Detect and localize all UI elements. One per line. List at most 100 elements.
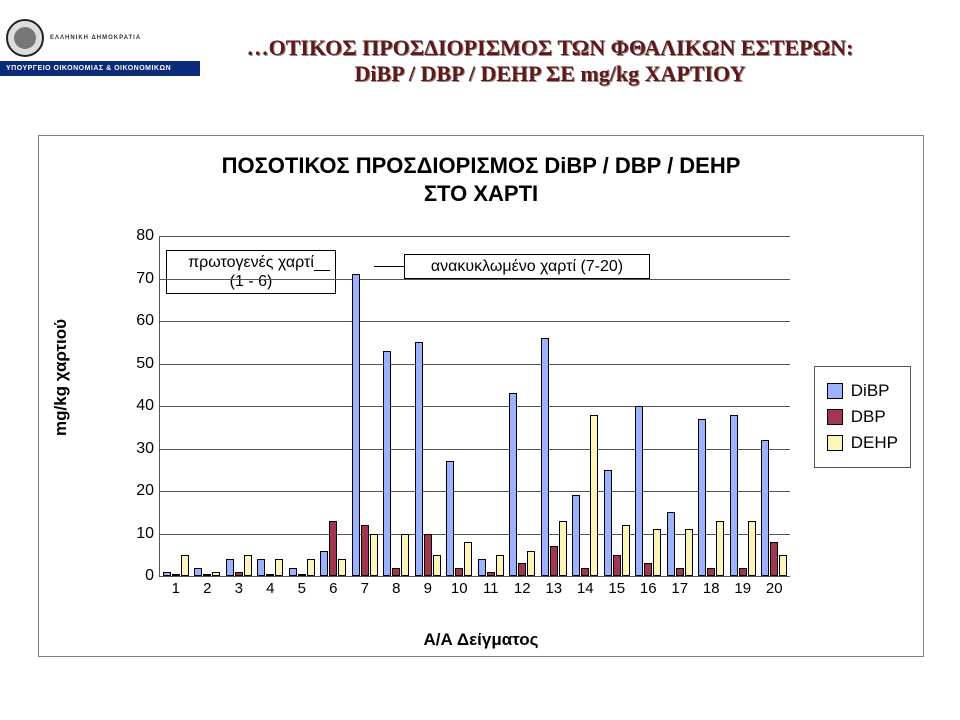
bar-group xyxy=(728,415,758,577)
bar-dibp xyxy=(761,440,769,576)
bar-group xyxy=(539,338,569,576)
legend-label-dehp: DEHP xyxy=(851,433,898,453)
gridline xyxy=(160,279,790,280)
x-tick-label: 16 xyxy=(633,576,663,597)
x-tick-label: 2 xyxy=(192,576,222,597)
bar-dibp xyxy=(415,342,423,576)
y-tick-label: 70 xyxy=(118,270,160,288)
bar-dbp xyxy=(770,542,778,576)
gridline xyxy=(160,321,790,322)
bar-dibp xyxy=(572,495,580,576)
bar-group xyxy=(444,461,474,576)
bar-dibp xyxy=(478,559,486,576)
bar-dibp xyxy=(667,512,675,576)
x-tick-label: 6 xyxy=(318,576,348,597)
state-name: ΕΛΛΗΝΙΚΗ ΔΗΜΟΚΡΑΤΙΑ xyxy=(50,35,141,41)
x-tick-label: 9 xyxy=(413,576,443,597)
swatch-dbp xyxy=(827,409,843,425)
bar-dbp xyxy=(424,534,432,577)
bar-dehp xyxy=(559,521,567,576)
callout-primary-text: πρωτογενές χαρτί(1 - 6) xyxy=(188,254,314,290)
bar-group xyxy=(476,555,506,576)
bar-dbp xyxy=(707,568,715,577)
bar-dibp xyxy=(383,351,391,576)
bar-dibp xyxy=(446,461,454,576)
slide: ΕΛΛΗΝΙΚΗ ΔΗΜΟΚΡΑΤΙΑ ΥΠΟΥΡΓΕΙΟ ΟΙΚΟΝΟΜΙΑΣ… xyxy=(0,0,960,720)
state-emblem-icon xyxy=(6,19,44,57)
bar-dbp xyxy=(329,521,337,576)
bar-dbp xyxy=(455,568,463,577)
bar-group xyxy=(507,393,537,576)
bar-group xyxy=(255,559,285,576)
bar-group xyxy=(602,470,632,576)
title-line-2: DiBP / DBP / DEHP ΣΕ mg/kg ΧΑΡΤΙΟΥ xyxy=(160,61,940,87)
x-tick-label: 18 xyxy=(696,576,726,597)
chart-legend: DiBP DBP DEHP xyxy=(814,366,911,468)
bar-dehp xyxy=(653,529,661,576)
bar-group xyxy=(224,555,254,576)
chart-title-line-2: ΣΤΟ ΧΑΡΤΙ xyxy=(424,181,538,206)
bar-dibp xyxy=(509,393,517,576)
bar-dehp xyxy=(370,534,378,577)
x-tick-label: 8 xyxy=(381,576,411,597)
callout-recycled-paper: ανακυκλωμένο χαρτί (7-20) xyxy=(404,254,650,279)
bar-dibp xyxy=(635,406,643,576)
bar-dehp xyxy=(275,559,283,576)
y-tick-label: 20 xyxy=(118,482,160,500)
bar-group xyxy=(350,274,380,576)
bar-dehp xyxy=(527,551,535,577)
bar-dehp xyxy=(622,525,630,576)
gridline xyxy=(160,236,790,237)
x-tick-label: 14 xyxy=(570,576,600,597)
bar-dehp xyxy=(307,559,315,576)
title-line-1: …ΟΤΙΚΟΣ ΠΡΟΣΔΙΟΡΙΣΜΟΣ ΤΩΝ ΦΘΑΛΙΚΩΝ ΕΣΤΕΡ… xyxy=(160,35,940,61)
bar-dibp xyxy=(289,568,297,577)
slide-title: …ΟΤΙΚΟΣ ΠΡΟΣΔΙΟΡΙΣΜΟΣ ΤΩΝ ΦΘΑΛΙΚΩΝ ΕΣΤΕΡ… xyxy=(160,35,940,87)
legend-label-dbp: DBP xyxy=(851,407,886,427)
x-tick-label: 13 xyxy=(539,576,569,597)
bar-dibp xyxy=(194,568,202,577)
y-tick-label: 30 xyxy=(118,440,160,458)
bar-dbp xyxy=(518,563,526,576)
bar-dbp xyxy=(739,568,747,577)
bar-dehp xyxy=(433,555,441,576)
bar-dehp xyxy=(244,555,252,576)
bar-group xyxy=(759,440,789,576)
bar-dbp xyxy=(613,555,621,576)
x-tick-label: 10 xyxy=(444,576,474,597)
legend-row-dibp: DiBP xyxy=(827,381,898,401)
bar-dehp xyxy=(401,534,409,577)
bar-group xyxy=(665,512,695,576)
bar-dibp xyxy=(730,415,738,577)
y-tick-label: 10 xyxy=(118,525,160,543)
bar-dbp xyxy=(392,568,400,577)
bar-dehp xyxy=(779,555,787,576)
bar-group xyxy=(381,351,411,576)
x-tick-label: 3 xyxy=(224,576,254,597)
bar-dbp xyxy=(361,525,369,576)
legend-label-dibp: DiBP xyxy=(851,381,890,401)
y-tick-label: 50 xyxy=(118,355,160,373)
bar-dbp xyxy=(581,568,589,577)
bar-dehp xyxy=(716,521,724,576)
gridline xyxy=(160,364,790,365)
x-tick-label: 7 xyxy=(350,576,380,597)
bar-dehp xyxy=(590,415,598,577)
bar-dibp xyxy=(320,551,328,577)
x-tick-label: 11 xyxy=(476,576,506,597)
bar-group xyxy=(633,406,663,576)
chart-title: ΠΟΣΟΤΙΚΟΣ ΠΡΟΣΔΙΟΡΙΣΜΟΣ DiBP / DBP / DEH… xyxy=(39,152,923,207)
bar-dibp xyxy=(226,559,234,576)
plot-area: πρωτογενές χαρτί(1 - 6) ανακυκλωμένο χαρ… xyxy=(159,236,790,577)
x-tick-label: 5 xyxy=(287,576,317,597)
bar-dehp xyxy=(181,555,189,576)
y-tick-label: 0 xyxy=(118,567,160,585)
x-tick-label: 15 xyxy=(602,576,632,597)
bar-group xyxy=(287,559,317,576)
bar-dehp xyxy=(496,555,504,576)
bar-dbp xyxy=(550,546,558,576)
bar-group xyxy=(192,568,222,577)
bar-dibp xyxy=(698,419,706,576)
bar-group xyxy=(161,555,191,576)
bar-dehp xyxy=(748,521,756,576)
